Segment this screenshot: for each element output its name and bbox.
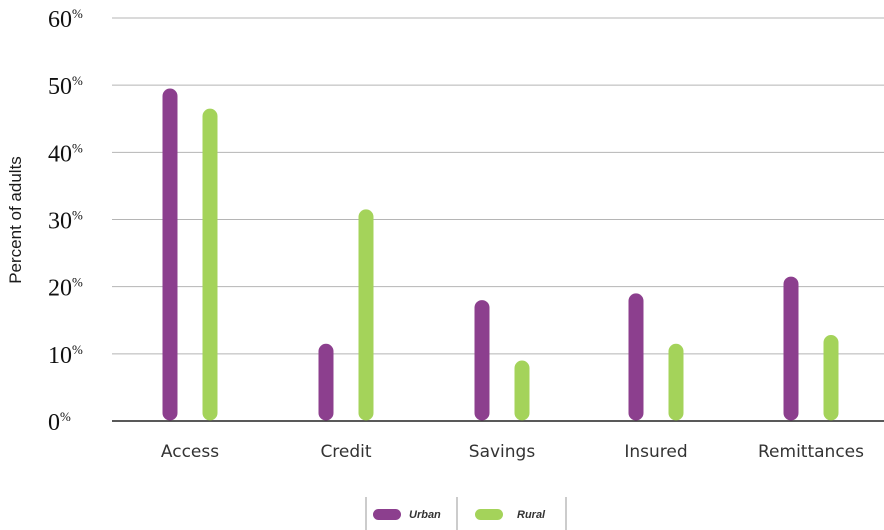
- x-tick-label: Remittances: [758, 442, 864, 462]
- bar-rural-insured: [668, 343, 684, 421]
- legend-label-urban: Urban: [409, 509, 441, 521]
- bar-urban-access: [162, 88, 178, 421]
- y-tick-label: 60%: [48, 6, 83, 33]
- bar-urban-credit: [318, 343, 334, 421]
- x-tick-label: Insured: [624, 442, 687, 462]
- bar-rural-savings: [514, 360, 530, 421]
- y-tick-label: 40%: [48, 140, 83, 167]
- x-tick-label: Savings: [469, 442, 536, 462]
- y-tick-label: 10%: [48, 342, 83, 369]
- y-tick-label: 20%: [48, 275, 83, 302]
- bars: [162, 88, 839, 421]
- bar-rural-credit: [358, 209, 374, 421]
- y-tick-labels: 0% 10% 20% 30% 40% 50% 60%: [48, 6, 83, 436]
- gridlines: [112, 17, 884, 422]
- y-axis-label: Percent of adults: [6, 156, 25, 284]
- bar-urban-savings: [474, 300, 490, 421]
- y-tick-label: 50%: [48, 73, 83, 100]
- bar-rural-access: [202, 108, 218, 421]
- x-tick-label: Access: [161, 442, 219, 462]
- legend-label-rural: Rural: [517, 509, 546, 521]
- legend: Urban Rural: [365, 497, 567, 530]
- bar-urban-insured: [628, 293, 644, 421]
- y-tick-label: 0%: [48, 409, 71, 436]
- legend-swatch-rural: [475, 509, 503, 520]
- bar-urban-remittances: [783, 276, 799, 421]
- bar-rural-remittances: [823, 335, 839, 421]
- x-tick-label: Credit: [320, 442, 371, 462]
- legend-swatch-urban: [373, 509, 401, 520]
- y-tick-label: 30%: [48, 208, 83, 235]
- x-tick-labels: Access Credit Savings Insured Remittances: [161, 442, 864, 462]
